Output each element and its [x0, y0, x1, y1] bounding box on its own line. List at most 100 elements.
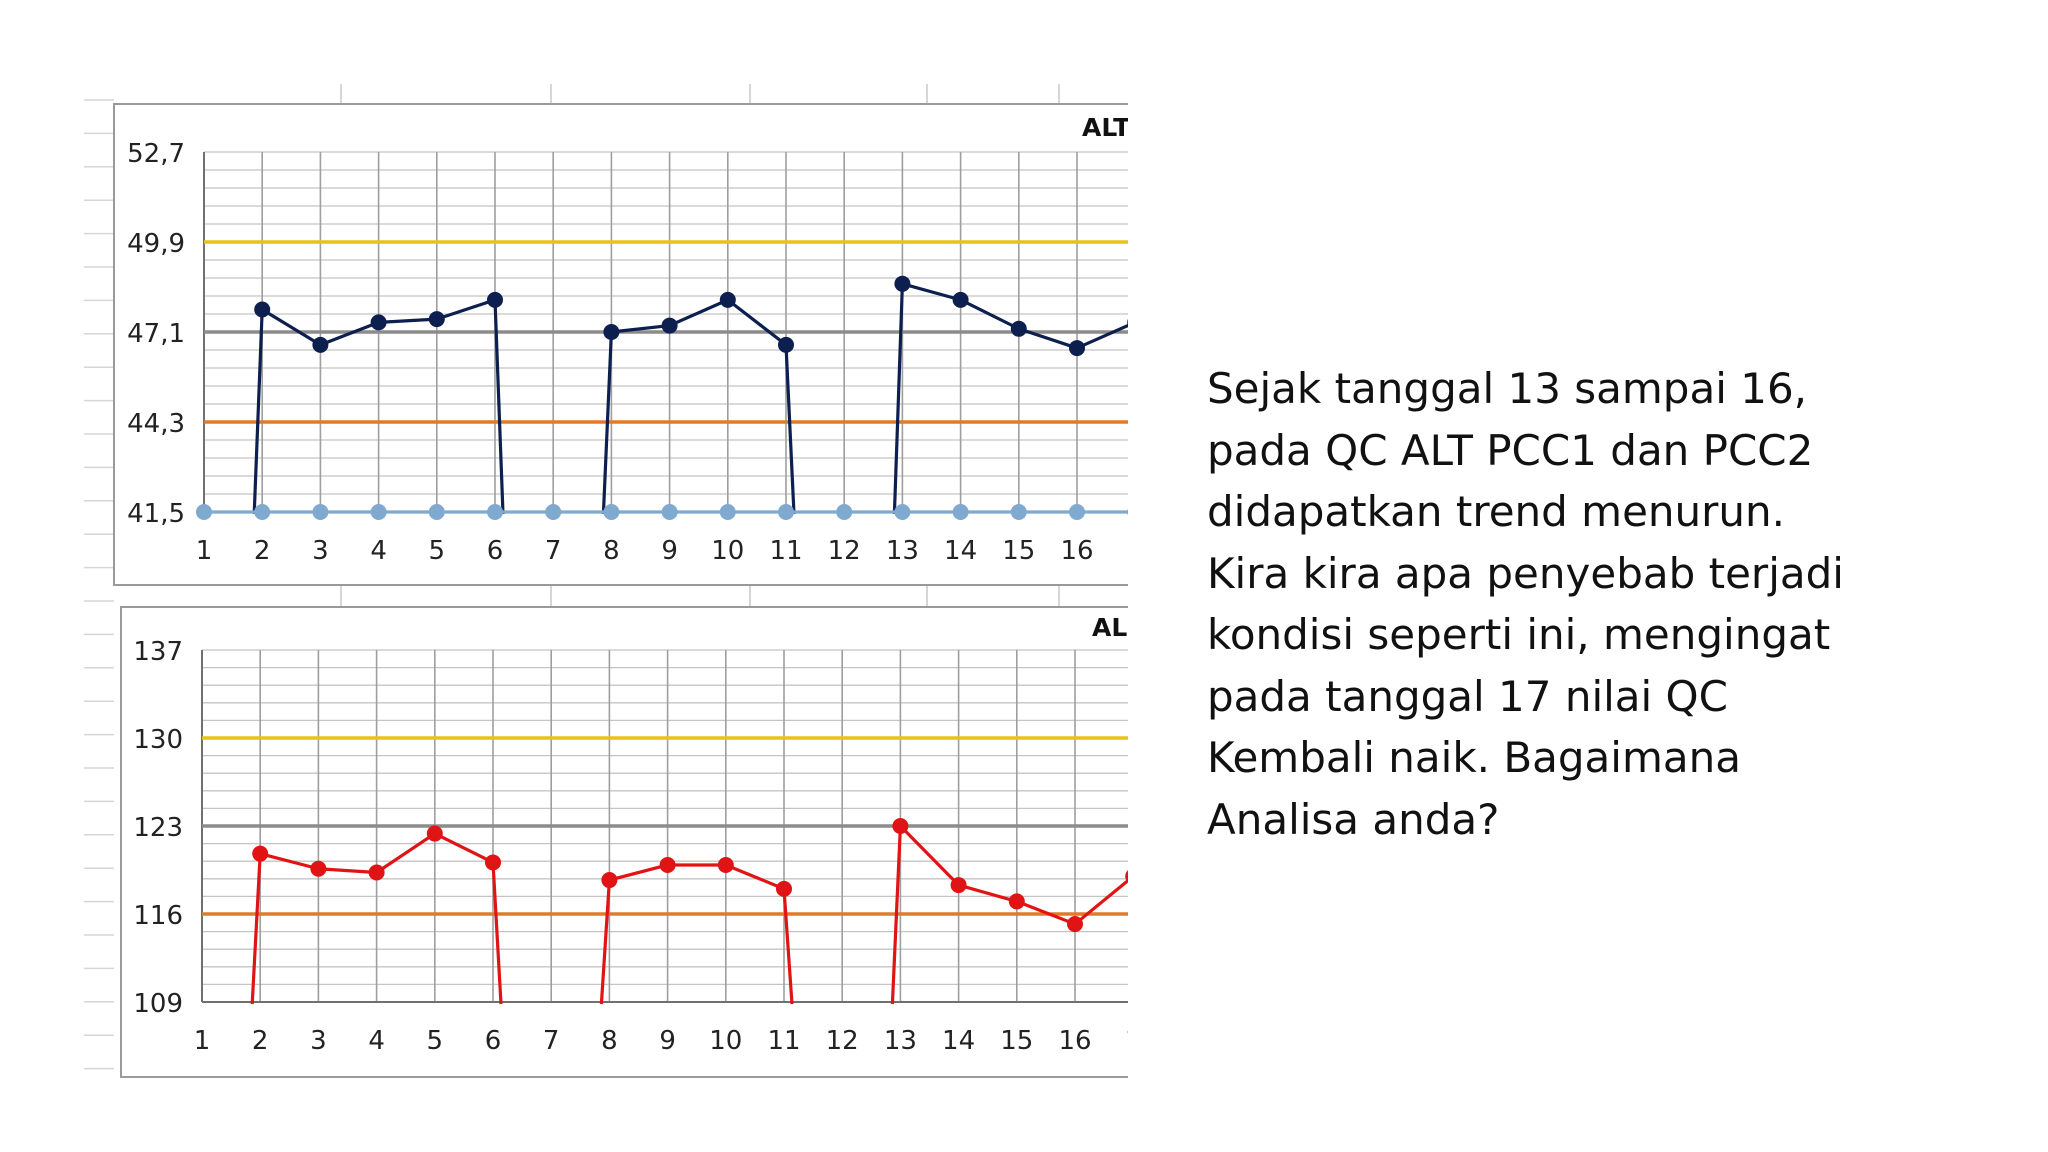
x-tick-label: 14	[942, 1026, 975, 1056]
y-tick-label: 109	[133, 989, 183, 1019]
series-line	[890, 824, 1128, 1005]
y-tick-label: 49,9	[127, 229, 185, 259]
data-point	[487, 291, 503, 308]
data-point	[776, 880, 792, 897]
x-tick-label: 15	[1002, 536, 1035, 566]
x-tick-label: 5	[427, 1026, 444, 1056]
x-tick-label: 1	[1127, 536, 1144, 566]
y-tick-label: 116	[133, 901, 183, 931]
data-point	[545, 504, 562, 520]
data-point	[487, 504, 503, 520]
data-point	[426, 825, 443, 842]
data-point	[1067, 916, 1083, 933]
x-tick-label: 9	[659, 1026, 676, 1056]
x-tick-label: 3	[312, 536, 329, 566]
data-point	[1127, 508, 1128, 516]
data-point	[603, 504, 620, 520]
question-text: Sejak tanggal 13 sampai 16, pada QC ALT …	[1207, 358, 2007, 850]
x-tick-label: 11	[767, 1026, 800, 1056]
data-point	[661, 504, 678, 520]
data-point	[778, 504, 794, 520]
question-line: Analisa anda?	[1207, 794, 1500, 844]
x-tick-label: 7	[543, 1026, 560, 1056]
x-tick-label: 11	[769, 536, 802, 566]
data-point	[1010, 504, 1027, 520]
data-point	[836, 504, 853, 520]
alt-chart-level-1: 52,749,947,144,341,51 2 3 4 5 6 7 8 9 10 11 12 13 14 1…	[127, 113, 1144, 566]
data-point	[719, 291, 736, 308]
data-point	[717, 856, 734, 873]
question-line: kondisi seperti ini, mengingat	[1207, 610, 1831, 659]
x-tick-label: 13	[886, 536, 919, 566]
data-point	[428, 311, 445, 328]
chart-frame	[120, 606, 1128, 1078]
data-point	[254, 301, 271, 318]
data-point	[1125, 870, 1128, 883]
x-tick-label: 13	[884, 1026, 917, 1056]
chart-title: AL	[1092, 613, 1127, 642]
data-point	[254, 504, 271, 520]
x-tick-label: 8	[601, 1026, 618, 1056]
data-point	[1010, 320, 1027, 337]
x-tick-label: 3	[310, 1026, 327, 1056]
x-tick-label: 10	[711, 536, 744, 566]
x-tick-label: 6	[485, 1026, 502, 1056]
x-tick-label: 16	[1060, 536, 1093, 566]
y-tick-label: 52,7	[127, 139, 185, 169]
x-tick-label: 12	[828, 536, 861, 566]
y-tick-label: 123	[133, 813, 183, 843]
data-point	[894, 504, 911, 520]
data-point	[312, 336, 329, 353]
x-tick-label: 4	[370, 536, 387, 566]
data-point	[952, 291, 969, 308]
x-tick-label: 1	[194, 1026, 211, 1056]
data-point	[601, 872, 618, 889]
data-point	[950, 877, 967, 894]
data-point	[659, 856, 676, 873]
x-tick-label: 14	[944, 536, 977, 566]
data-point	[428, 504, 445, 520]
data-point	[952, 504, 969, 520]
x-tick-label: 5	[429, 536, 446, 566]
x-tick-label: 7	[545, 536, 562, 566]
y-tick-label: 130	[133, 725, 183, 755]
data-point	[370, 504, 387, 520]
question-line: Kira kira apa penyebab terjadi	[1207, 548, 1844, 598]
question-line: pada QC ALT PCC1 dan PCC2	[1207, 425, 1814, 475]
x-tick-label: 2	[252, 1026, 269, 1056]
x-tick-label: 1	[1125, 1026, 1142, 1056]
question-line: Sejak tanggal 13 sampai 16,	[1207, 364, 1808, 413]
chart-title: ALT	[1082, 113, 1130, 142]
question-line: pada tanggal 17 nilai QC	[1207, 671, 1728, 721]
data-point	[252, 845, 269, 862]
data-point	[312, 504, 329, 520]
x-tick-label: 10	[709, 1026, 742, 1056]
x-tick-label: 2	[254, 536, 271, 566]
data-point	[1127, 318, 1128, 326]
question-line: Kembali naik. Bagaimana	[1207, 733, 1741, 782]
data-point	[894, 275, 911, 292]
y-tick-label: 47,1	[127, 319, 185, 349]
question-line: didapatkan trend menurun.	[1207, 487, 1786, 536]
data-point	[485, 854, 501, 871]
x-tick-label: 12	[826, 1026, 859, 1056]
data-point	[1008, 893, 1025, 910]
x-tick-label: 8	[603, 536, 620, 566]
y-tick-label: 137	[133, 637, 183, 667]
data-point	[719, 504, 736, 520]
data-point	[310, 860, 327, 877]
data-point	[603, 324, 620, 340]
series-line	[601, 298, 796, 515]
data-point	[661, 317, 678, 334]
data-point	[196, 504, 212, 520]
data-point	[778, 336, 794, 353]
x-tick-label: 15	[1000, 1026, 1033, 1056]
x-tick-label: 9	[661, 536, 678, 566]
series-line	[892, 282, 1128, 515]
x-tick-label: 4	[368, 1026, 385, 1056]
x-tick-label: 6	[487, 536, 504, 566]
y-tick-label: 41,5	[127, 499, 185, 529]
data-point	[1069, 504, 1085, 520]
